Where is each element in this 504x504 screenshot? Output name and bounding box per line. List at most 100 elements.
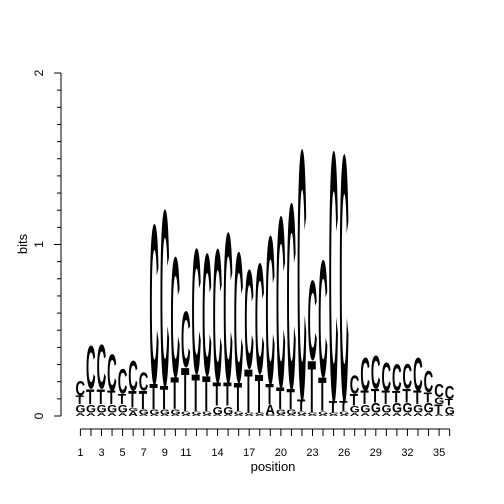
- logo-letter-T: T: [403, 385, 411, 407]
- logo-letter-C: C: [118, 362, 128, 402]
- logo-letter-G: G: [160, 409, 170, 416]
- logo-letter-A: A: [76, 412, 86, 417]
- x-tick-label: 20: [275, 447, 287, 459]
- logo-letter-T: T: [181, 354, 189, 424]
- logo-letter-A: A: [202, 414, 212, 417]
- x-tick-label: 23: [306, 447, 318, 459]
- logo-letter-C: C: [223, 190, 233, 429]
- logo-letter-T: T: [434, 401, 443, 417]
- x-tick-label: 7: [141, 447, 147, 459]
- logo-letter-C: C: [86, 335, 96, 403]
- logo-letter-C: C: [413, 349, 423, 401]
- logo-letter-C: C: [76, 376, 86, 400]
- logo-letter-C: C: [97, 330, 107, 402]
- logo-letter-G: G: [181, 411, 191, 416]
- logo-letter-G: G: [244, 412, 254, 414]
- logo-letter-T: T: [118, 391, 127, 407]
- logo-letter-G: G: [107, 402, 117, 415]
- y-tick-label: 0: [32, 412, 46, 419]
- logo-letter-T: T: [360, 387, 368, 409]
- logo-letter-G: G: [213, 404, 223, 417]
- logo-letter-C: C: [287, 148, 297, 445]
- x-tick-label: 32: [401, 447, 413, 459]
- logo-letter-A: A: [255, 414, 265, 417]
- logo-letter-T: T: [170, 370, 179, 420]
- x-tick-label: 5: [120, 447, 126, 459]
- logo-letter-A: A: [192, 414, 202, 417]
- logo-letter-G: G: [234, 411, 244, 416]
- logo-letter-T: T: [381, 387, 389, 409]
- y-tick-label: 2: [32, 69, 46, 76]
- logo-letter-G: G: [424, 400, 434, 415]
- logo-letter-T: T: [287, 384, 296, 416]
- logo-letter-G: G: [223, 404, 233, 417]
- logo-letter-C: C: [339, 81, 349, 475]
- y-tick-label: 1: [32, 241, 46, 248]
- logo-letter-A: A: [308, 414, 318, 417]
- logo-letter-A: A: [149, 414, 159, 417]
- logo-letter-T: T: [329, 398, 338, 417]
- logo-letter-C: C: [149, 179, 159, 433]
- logo-letter-A: A: [170, 414, 180, 417]
- logo-letter-G: G: [139, 409, 149, 416]
- logo-letter-C: C: [403, 357, 413, 397]
- logo-letter-C: C: [128, 352, 138, 399]
- x-tick-label: 29: [370, 447, 382, 459]
- logo-letter-A: A: [403, 412, 413, 417]
- logo-letter-A: A: [329, 414, 339, 417]
- logo-letter-T: T: [339, 398, 348, 414]
- logo-letter-T: T: [276, 382, 285, 417]
- logo-letter-T: T: [76, 393, 85, 407]
- logo-letter-A: A: [360, 412, 370, 417]
- logo-letter-G: G: [434, 397, 444, 407]
- logo-letter-A: A: [318, 414, 328, 417]
- logo-letter-G: G: [371, 400, 381, 415]
- logo-letter-T: T: [371, 385, 379, 407]
- logo-letter-C: C: [434, 381, 444, 402]
- logo-letter-C: C: [170, 221, 180, 413]
- logo-letter-G: G: [318, 411, 328, 416]
- logo-letter-C: C: [381, 355, 391, 399]
- logo-letter-A: A: [339, 414, 349, 417]
- logo-letter-C: C: [297, 75, 307, 475]
- logo-letter-A: A: [160, 414, 170, 417]
- logo-letter-A: A: [413, 412, 423, 417]
- logo-letter-T: T: [350, 391, 359, 410]
- logo-letter-T: T: [424, 389, 433, 405]
- logo-letter-A: A: [139, 414, 149, 417]
- logo-letter-C: C: [213, 210, 223, 423]
- logo-letter-T: T: [139, 387, 147, 416]
- logo-letter-G: G: [97, 402, 107, 415]
- logo-letter-C: C: [234, 214, 244, 421]
- logo-letter-G: G: [149, 409, 159, 416]
- logo-letter-T: T: [160, 380, 169, 417]
- logo-letter-C: C: [350, 371, 360, 400]
- logo-letter-G: G: [276, 409, 286, 416]
- logo-letter-G: G: [413, 402, 423, 415]
- logo-letter-C: C: [445, 383, 455, 404]
- x-tick-label: 9: [162, 447, 168, 459]
- x-tick-label: 1: [77, 447, 83, 459]
- logo-letter-C: C: [371, 348, 381, 400]
- logo-letter-G: G: [392, 400, 402, 415]
